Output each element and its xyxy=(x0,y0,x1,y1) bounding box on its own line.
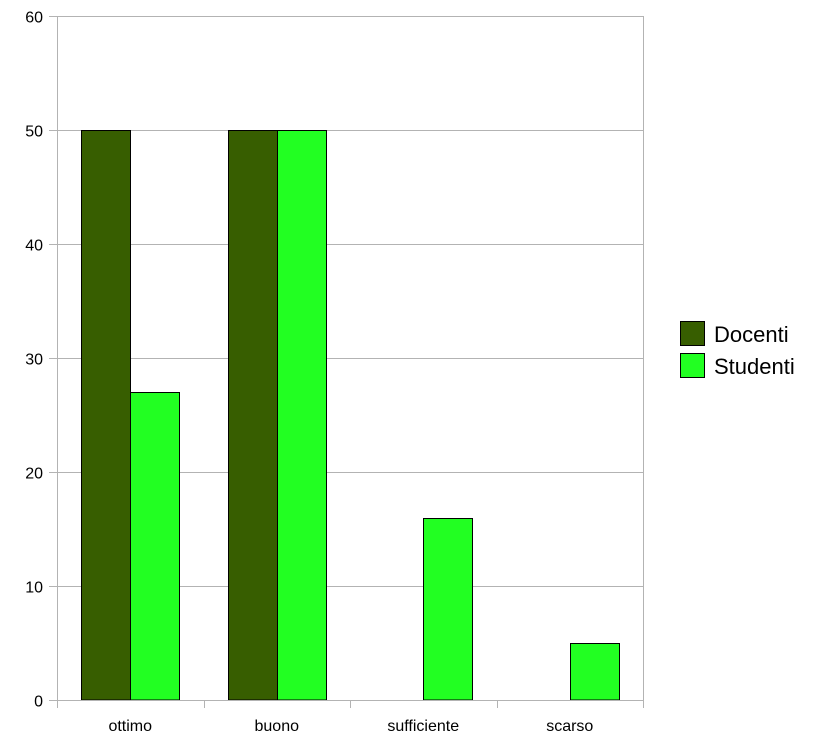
bar-docenti-buono xyxy=(228,130,278,701)
y-tick-label: 20 xyxy=(25,466,43,483)
y-tick-label: 40 xyxy=(25,238,43,255)
legend: Docenti Studenti xyxy=(680,321,795,379)
x-tick-label: scarso xyxy=(546,718,593,735)
y-tick-label: 10 xyxy=(25,580,43,597)
y-tick-label: 0 xyxy=(34,694,43,711)
bar-studenti-ottimo xyxy=(130,392,180,701)
y-axis-tick-labels: 0 10 20 30 40 50 60 xyxy=(25,10,43,711)
y-tick-label: 30 xyxy=(25,352,43,369)
legend-swatch-docenti xyxy=(680,321,705,346)
x-axis-tick-labels: ottimo buono sufficiente scarso xyxy=(108,718,593,735)
x-tick-label: ottimo xyxy=(108,718,152,735)
bar-studenti-sufficiente xyxy=(423,518,473,701)
x-tick-label: sufficiente xyxy=(387,718,459,735)
bar-studenti-scarso xyxy=(570,643,620,701)
legend-label-studenti: Studenti xyxy=(714,354,795,379)
x-tick-label: buono xyxy=(255,718,300,735)
y-tick-label: 50 xyxy=(25,124,43,141)
bars xyxy=(81,130,620,701)
axes xyxy=(49,16,644,708)
bar-docenti-ottimo xyxy=(81,130,131,701)
bar-studenti-buono xyxy=(277,130,327,701)
y-tick-label: 60 xyxy=(25,10,43,27)
legend-label-docenti: Docenti xyxy=(714,322,789,347)
legend-swatch-studenti xyxy=(680,353,705,378)
